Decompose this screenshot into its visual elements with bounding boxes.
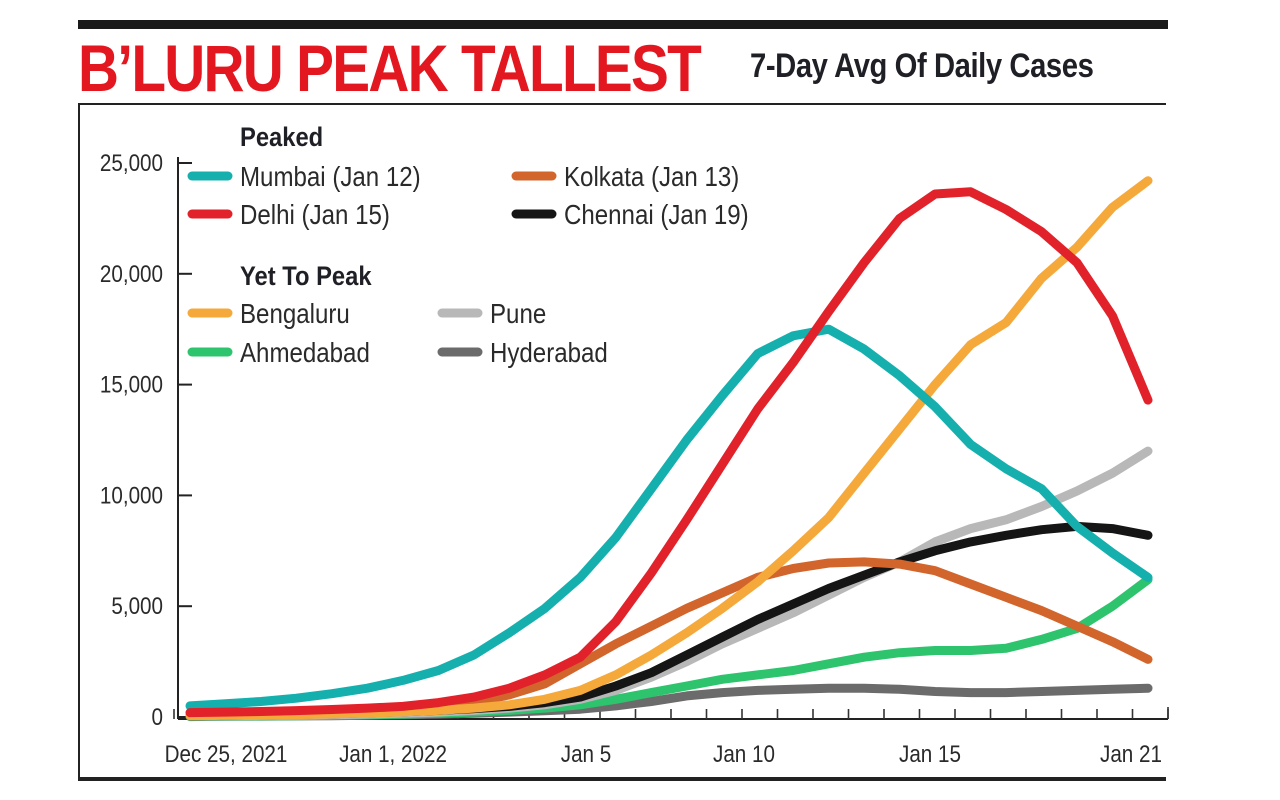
y-tick-label: 15,000 [100, 371, 163, 398]
series-layer [185, 176, 1153, 722]
y-tick-label: 5,000 [111, 593, 163, 620]
legend-heading-peaked: Peaked [240, 123, 323, 153]
x-tick-label: Jan 15 [899, 741, 961, 768]
subtitle: 7-Day Avg Of Daily Cases [750, 47, 1094, 85]
series-line-bengaluru [185, 176, 1153, 721]
series-line-pune [185, 446, 1153, 721]
legend-heading-yet-to-peak: Yet To Peak [240, 262, 372, 292]
x-tick-label: Jan 1, 2022 [339, 741, 447, 768]
legend-label: Kolkata (Jan 13) [564, 160, 739, 192]
legend-label: Chennai (Jan 19) [564, 198, 749, 230]
x-tick-label: Jan 21 [1100, 741, 1162, 768]
y-tick-label: 20,000 [100, 260, 163, 287]
headline: B’LURU PEAK TALLEST [78, 31, 702, 105]
legend-label: Ahmedabad [240, 336, 370, 368]
top-rule [78, 20, 1168, 29]
y-tick-label: 10,000 [100, 482, 163, 509]
x-tick-label: Jan 10 [713, 741, 775, 768]
y-tick-label: 0 [152, 704, 163, 731]
legend-label: Delhi (Jan 15) [240, 198, 390, 230]
chart-frame [78, 103, 1166, 781]
x-tick-label: Jan 5 [561, 741, 611, 768]
legend-label: Bengaluru [240, 297, 350, 329]
legend: Peaked Yet To Peak Mumbai (Jan 12) Kolkata … [187, 123, 749, 368]
legend-label: Pune [490, 297, 546, 329]
series-line-delhi [185, 187, 1153, 718]
axes: 0 5,000 10,000 15,000 20,000 25,000 Dec 25, 20… [100, 150, 1169, 768]
x-tick-label: Dec 25, 2021 [165, 741, 288, 768]
legend-label: Hyderabad [490, 336, 608, 368]
legend-label: Mumbai (Jan 12) [240, 160, 421, 192]
y-tick-label: 25,000 [100, 150, 163, 177]
series-line-mumbai [185, 324, 1153, 711]
